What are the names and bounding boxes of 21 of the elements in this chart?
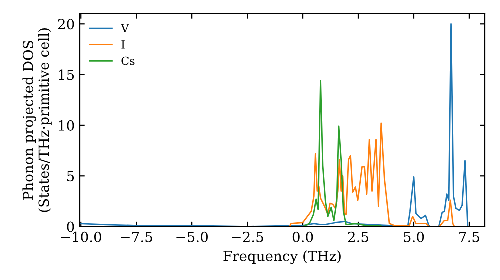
y-axis-title: Phonon projected DOS (States/THz·primitive cell) bbox=[22, 28, 52, 212]
x-tick-label: −2.5 bbox=[232, 232, 264, 242]
y-tick-label: 0 bbox=[67, 222, 74, 232]
x-tick-label: 7.5 bbox=[460, 232, 480, 242]
line-series bbox=[80, 23, 469, 227]
line-series bbox=[289, 122, 456, 227]
y-tick-label: 10 bbox=[59, 120, 74, 131]
y-tick-label: 5 bbox=[67, 171, 74, 182]
x-tick-label: 5.0 bbox=[404, 232, 424, 242]
x-tick-label: 0.0 bbox=[292, 232, 314, 242]
legend-label: V bbox=[121, 24, 130, 32]
x-tick-label: −5.0 bbox=[176, 232, 208, 242]
x-axis-title: Frequency (THz) bbox=[224, 250, 341, 264]
y-tick-label: 20 bbox=[58, 19, 74, 30]
x-tick-label: −7.5 bbox=[121, 232, 152, 242]
line-series bbox=[302, 80, 384, 227]
legend-label: Cs bbox=[122, 56, 135, 66]
legend-label: I bbox=[122, 40, 125, 49]
x-tick-label: −10.0 bbox=[61, 232, 102, 242]
x-tick-label: 2.5 bbox=[348, 232, 368, 242]
y-tick-label: 15 bbox=[59, 70, 74, 80]
